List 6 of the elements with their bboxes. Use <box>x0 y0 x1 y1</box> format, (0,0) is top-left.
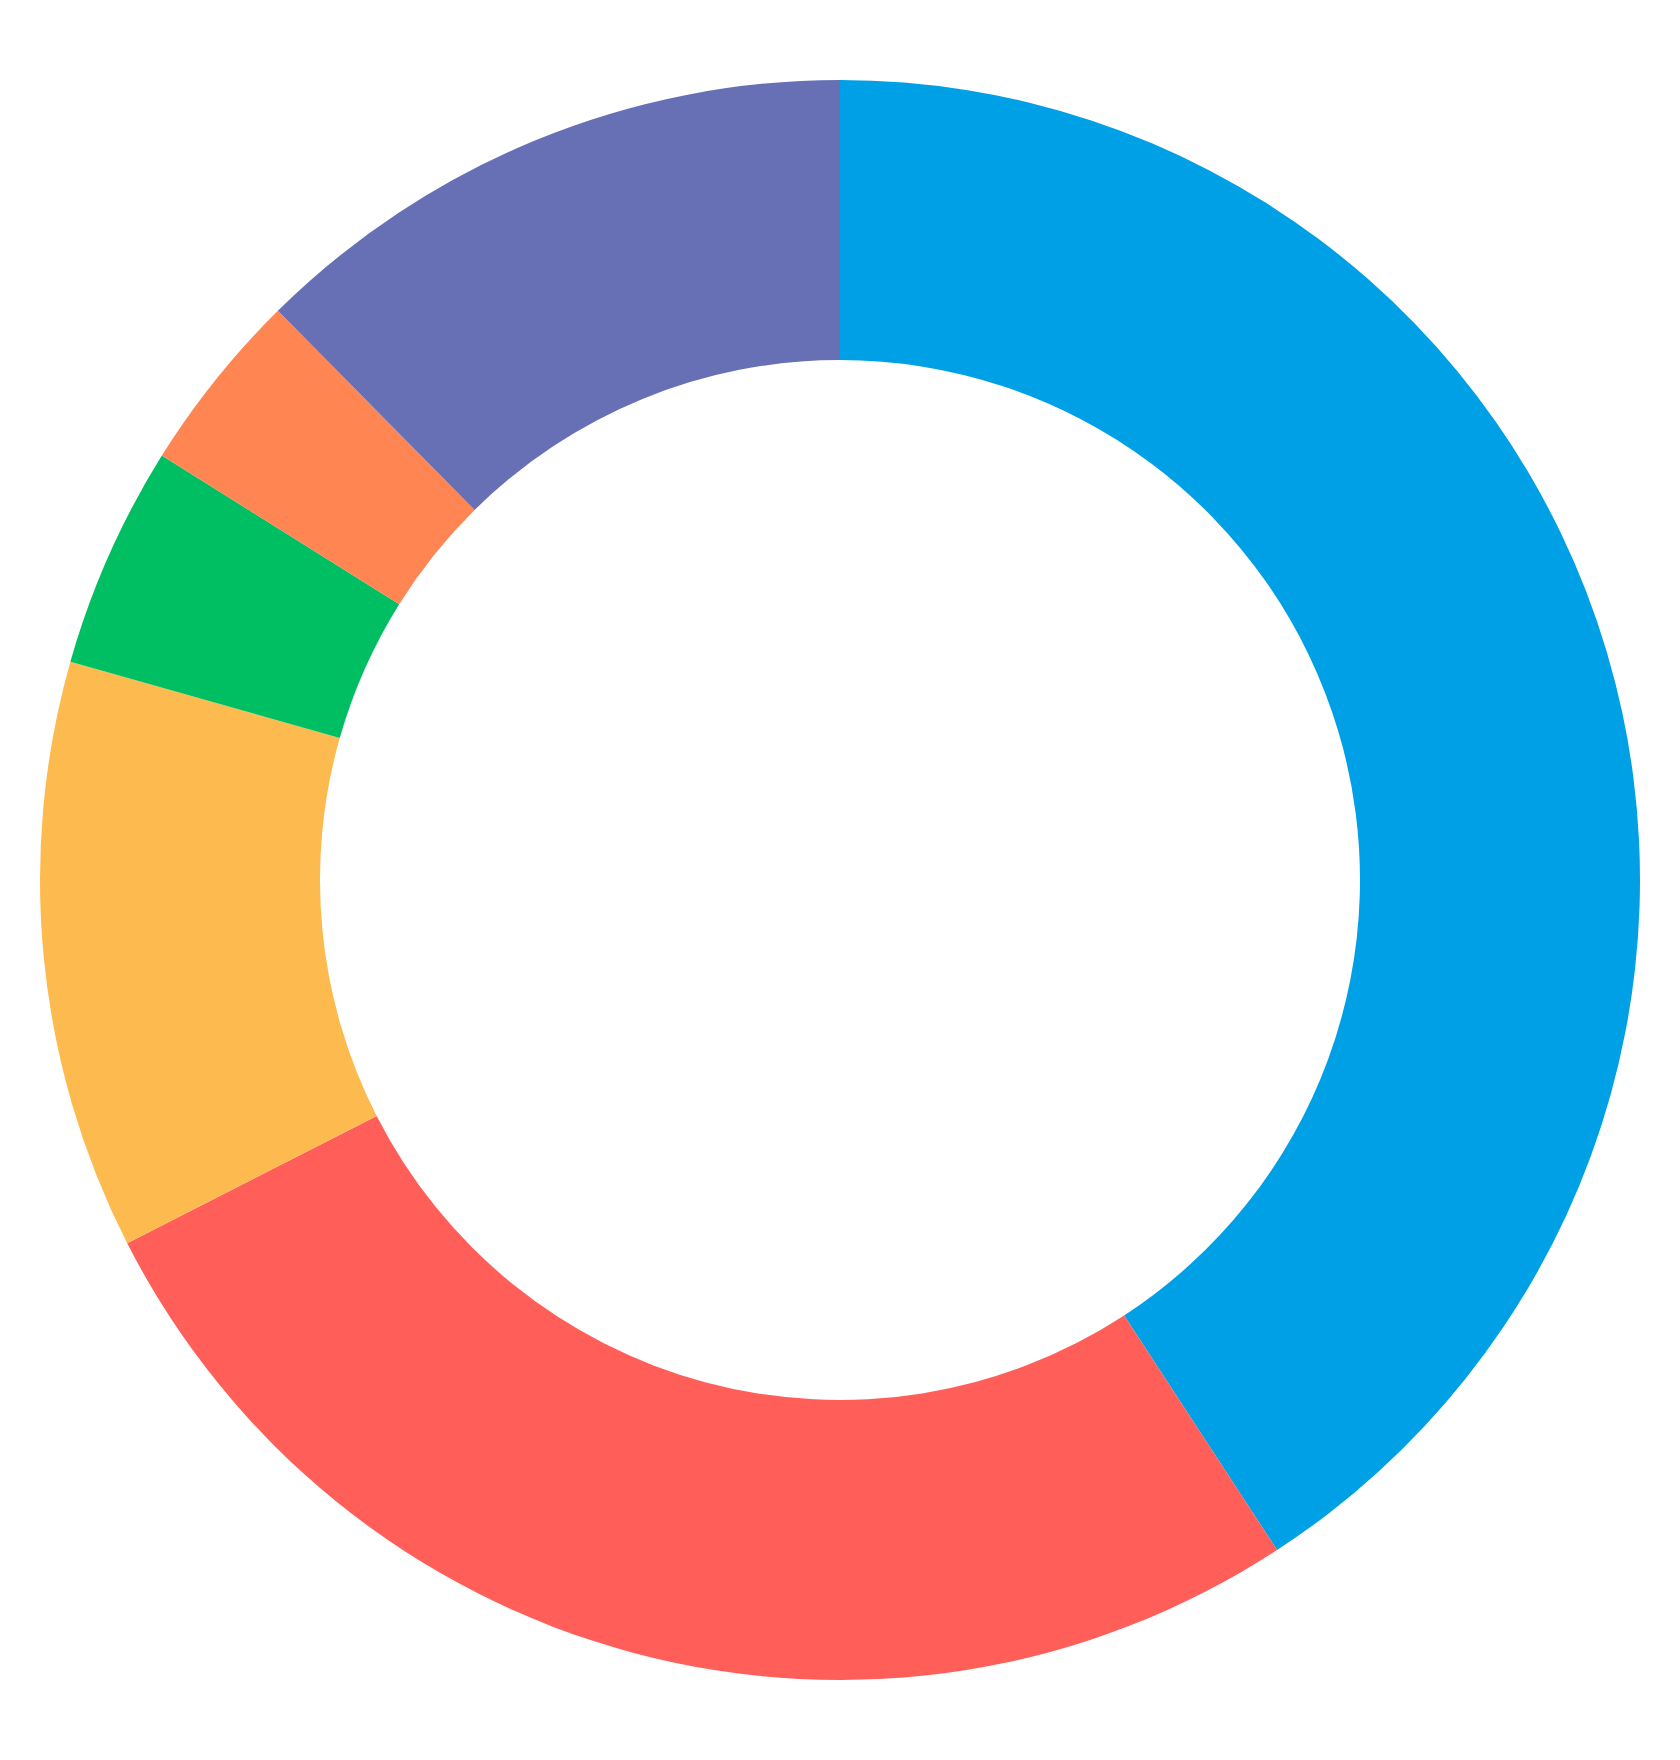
donut-slice <box>40 661 377 1244</box>
donut-slice <box>70 455 400 739</box>
donut-slice <box>277 80 840 510</box>
donut-slice <box>127 1116 1278 1679</box>
donut-slice <box>161 310 475 605</box>
donut-slice <box>840 80 1640 1551</box>
